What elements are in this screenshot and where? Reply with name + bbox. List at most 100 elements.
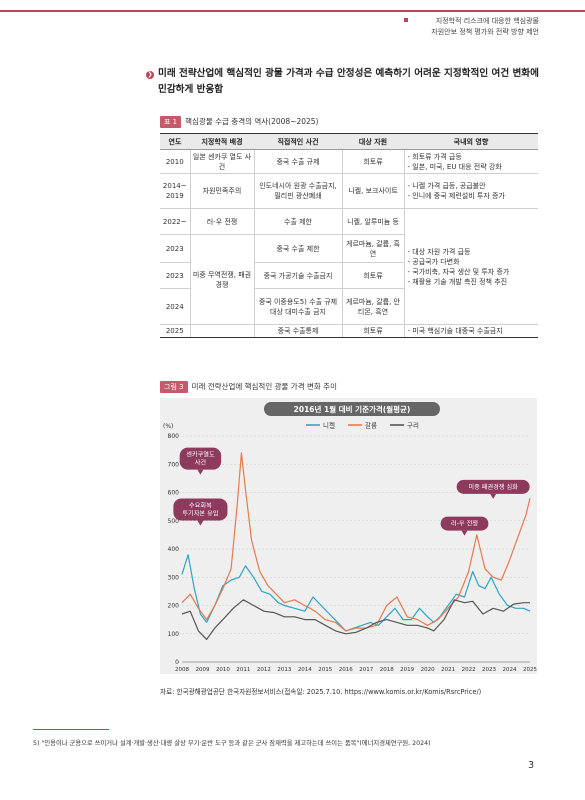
cell-year: 2023 [160, 234, 191, 263]
x-tick-label: 2010 [216, 667, 230, 673]
series-line-1 [181, 452, 531, 632]
header-line-2: 자원안보 정책 평가와 전략 방향 제언 [431, 28, 539, 36]
x-tick-label: 2018 [380, 667, 394, 673]
figure-title: 미래 전략산업에 핵심적인 광물 가격 변화 추이 [191, 382, 337, 391]
header-rule [0, 10, 585, 12]
y-tick-label: 700 [168, 461, 180, 468]
table-caption: 표 1 핵심광물 수급 충격의 역사(2008~2025) [160, 116, 319, 128]
annotation-pointer [461, 530, 468, 536]
x-tick-label: 2008 [175, 667, 189, 673]
col-header-event: 직접적인 사건 [254, 133, 342, 150]
figure-tag: 그림 3 [160, 381, 188, 393]
x-tick-label: 2019 [400, 667, 414, 673]
cell-resource: 희토류 [342, 324, 405, 338]
legend-label-0: 니켈 [323, 421, 335, 430]
cell-event: 중국 수출통제 [254, 324, 343, 338]
series-line-0 [181, 554, 531, 632]
cell-impact: - 희토류 가격 급등 - 일본, 미국, EU 대응 전략 강화 [404, 149, 538, 174]
cell-event: 중국 수출 제한 [254, 234, 343, 263]
y-tick-label: 600 [168, 490, 180, 497]
table-row: 2010 일본 센카쿠 열도 사건 중국 수출 규제 희토류 - 희토류 가격 … [160, 149, 538, 174]
cell-event: 중국 가공기술 수출금지 [254, 262, 343, 289]
y-tick-label: 200 [168, 603, 180, 610]
cell-resource: 게르마늄, 갈륨, 흑연 [342, 234, 405, 263]
cell-background-merged: 미중 무역전쟁, 패권경쟁 [190, 234, 255, 325]
cell-year: 2023 [160, 262, 191, 289]
table-row: 2023 중국 가공기술 수출금지 희토류 [160, 262, 538, 289]
cell-impact-merged: - 대상 자원 가격 급등 - 공급국가 다변화 - 국가비축, 자국 생산 및… [403, 208, 538, 325]
cell-event: 수출 제한 [254, 208, 343, 235]
chart-title-pill [264, 402, 440, 416]
legend-label-2: 구리 [407, 421, 419, 430]
x-tick-label: 2016 [339, 667, 353, 673]
cell-resource: 희토류 [342, 149, 405, 174]
cell-background [190, 324, 255, 338]
annotation-pointer [197, 469, 204, 475]
x-tick-label: 2017 [359, 667, 373, 673]
series-line-2 [181, 599, 530, 640]
x-tick-label: 2022 [462, 667, 476, 673]
cell-event: 중국 이중용도5) 수출 규제 대상 대미수출 금지 [254, 288, 343, 325]
cell-event: 중국 수출 규제 [254, 149, 343, 174]
annotation-text: 미중 패권경쟁 심화 [468, 483, 518, 491]
x-tick-label: 2009 [195, 667, 209, 673]
x-tick-label: 2012 [257, 667, 271, 673]
cell-year: 2010 [160, 149, 191, 174]
chart-title: 2016년 1월 대비 기준가격(월평균) [294, 404, 411, 414]
cell-impact: - 니켈 가격 급등, 공급불안 - 인니에 중국 제련설비 투자 증가 [404, 173, 538, 209]
cell-impact: - 미국 핵심기술 대중국 수출금지 [404, 324, 538, 338]
x-tick-label: 2023 [482, 667, 496, 673]
cell-background: 러-우 전쟁 [190, 208, 255, 235]
table-row: 2025 중국 수출통제 희토류 - 미국 핵심기술 대중국 수출금지 [160, 324, 538, 338]
cell-year: 2022~ [160, 208, 191, 235]
annotation-text: 러-우 전쟁 [451, 520, 478, 528]
y-tick-label: 100 [168, 631, 180, 638]
legend-label-1: 갈륨 [365, 422, 377, 430]
annotation-pointer [490, 493, 497, 499]
source-note: 자료: 한국광해광업공단 한국자원정보서비스(접속일: 2025.7.10. h… [160, 688, 482, 696]
footnote-rule [33, 729, 109, 730]
x-tick-label: 2021 [441, 667, 455, 673]
y-tick-label: 500 [168, 518, 180, 525]
col-header-year: 연도 [160, 133, 190, 150]
table-row: 2023 미중 무역전쟁, 패권경쟁 중국 수출 제한 게르마늄, 갈륨, 흑연 [160, 234, 538, 325]
annotation-bubble [173, 498, 228, 521]
header-line-1: 지정학적 리스크에 대응한 핵심광물 [435, 17, 539, 25]
annotation-text: 센카쿠열도 [186, 451, 215, 459]
table-title: 핵심광물 수급 충격의 역사(2008~2025) [185, 117, 319, 126]
y-tick-label: 400 [168, 546, 180, 553]
y-axis-unit: (%) [163, 423, 173, 430]
chevron-circle-icon: ❯ [146, 71, 154, 79]
chart-svg: 2016년 1월 대비 기준가격(월평균) 니켈 갈륨 구리 (%) 0 100 200 300… [163, 402, 537, 673]
col-header-resource: 대상 자원 [342, 133, 404, 150]
y-tick-label: 300 [168, 574, 180, 581]
price-trend-chart: 2016년 1월 대비 기준가격(월평균) 니켈 갈륨 구리 (%) 0 100 200 300… [160, 398, 537, 674]
x-tick-label: 2020 [421, 667, 435, 673]
x-tick-label: 2015 [318, 667, 332, 673]
cell-year: 2014~ 2019 [160, 173, 191, 209]
col-header-impact: 국내외 영향 [404, 133, 538, 150]
footnote: 5) "인용이나 군용으로 쓰이거나 설계·개발·생산·대량 살상 무기·운반 … [33, 740, 431, 747]
annotation-text: 투기자본 유입 [182, 509, 218, 517]
annotation-text: 사건 [195, 459, 207, 467]
header-marker [404, 18, 408, 22]
annotation-bubble [456, 479, 530, 494]
x-tick-label: 2024 [503, 667, 517, 673]
annotation-pointer [197, 520, 204, 526]
y-tick-label: 800 [168, 433, 180, 440]
cell-background: 자원민족주의 [190, 173, 255, 209]
cell-year: 2024 [160, 288, 191, 325]
annotation-bubble [179, 447, 222, 470]
running-header: 지정학적 리스크에 대응한 핵심광물 자원안보 정책 평가와 전략 방향 제언 [431, 16, 539, 38]
annotation-text: 수요회복 [189, 501, 212, 509]
x-tick-label: 2011 [236, 667, 250, 673]
cell-resource: 니켈, 보크사이트 [342, 173, 405, 209]
cell-event: 인도네시아 원광 수출금지, 필리핀 광산폐쇄 [254, 173, 343, 209]
cell-year: 2025 [160, 324, 191, 338]
annotation-bubble [440, 516, 489, 531]
table-tag: 표 1 [160, 116, 182, 128]
x-tick-label: 2025 [523, 667, 537, 673]
y-tick-label: 0 [175, 659, 179, 666]
section-title: 미래 전략산업에 핵심적인 광물 가격과 수급 안정성은 예측하기 어려운 지정… [158, 68, 539, 95]
page-number: 3 [528, 760, 535, 771]
